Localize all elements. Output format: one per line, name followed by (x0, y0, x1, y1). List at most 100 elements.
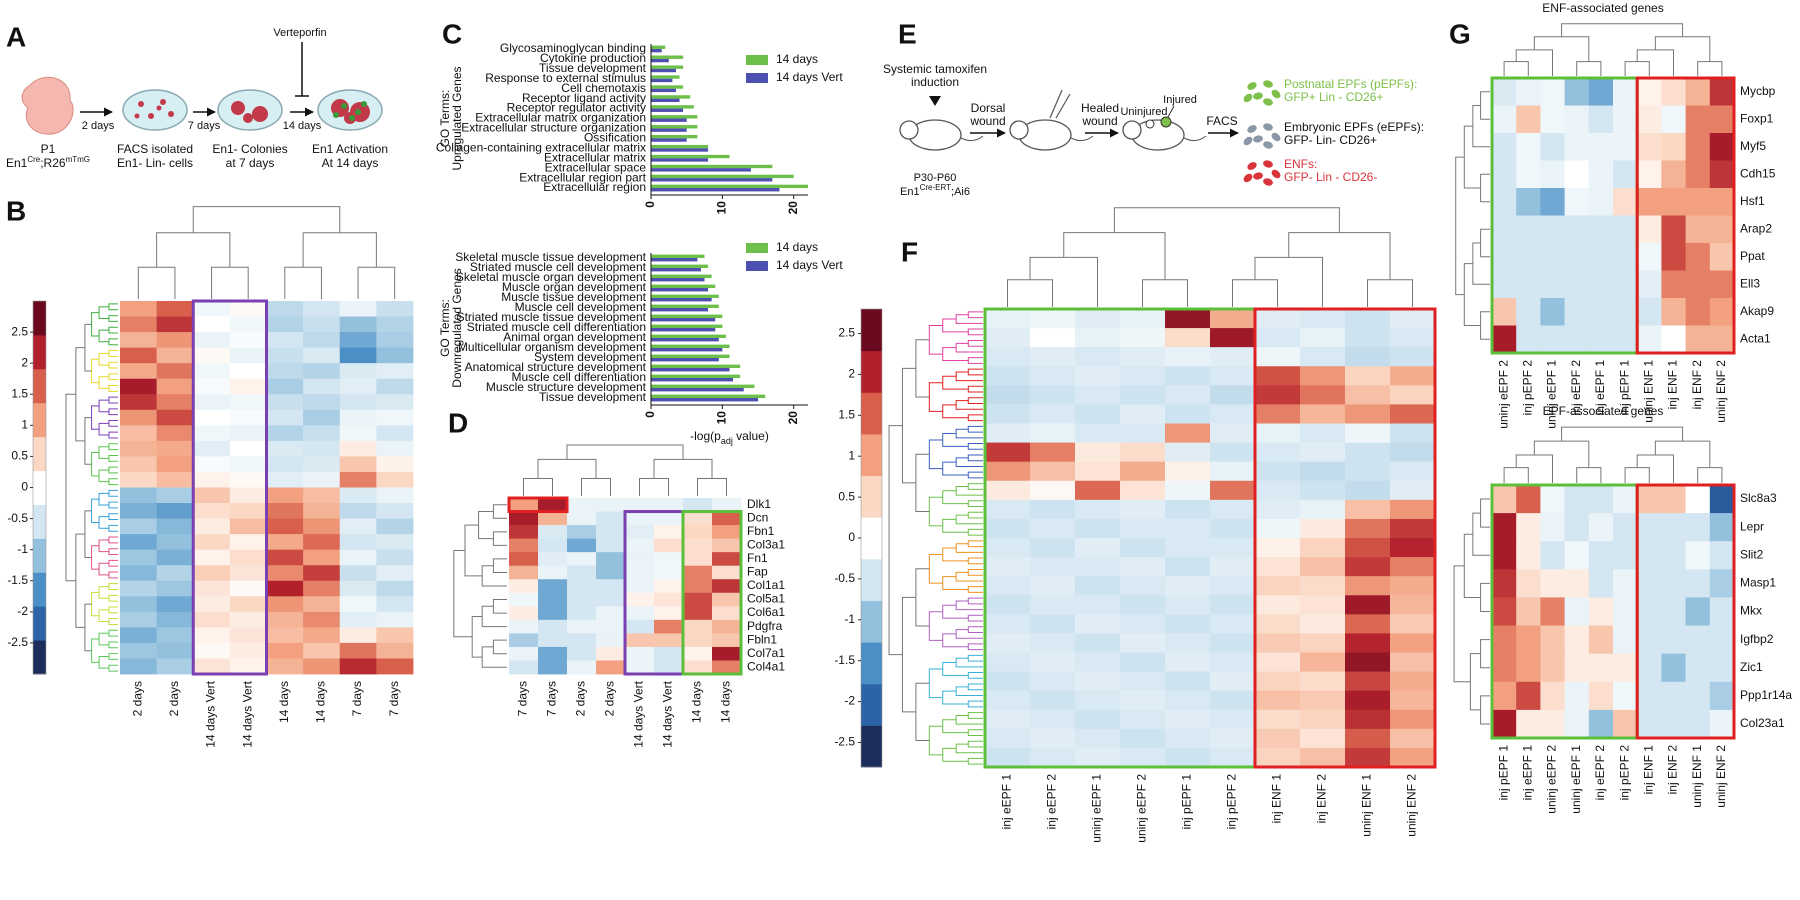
dendrogram-branch (967, 425, 983, 433)
heatmap-cell (1165, 595, 1211, 615)
heatmap-cell (376, 658, 414, 675)
heatmap-cell (1516, 625, 1541, 655)
heatmap-cell (985, 652, 1031, 672)
site-label: Uninjured (1120, 106, 1167, 118)
dendrogram-branch (915, 453, 930, 513)
heatmap-cell (1210, 747, 1256, 768)
heatmap-cell (1390, 633, 1436, 653)
dendrogram-branch (481, 646, 507, 668)
heatmap-cell (683, 619, 713, 634)
heatmap-cell (339, 332, 377, 349)
dendrogram-branch (967, 586, 983, 593)
heatmap-cell (1300, 480, 1346, 501)
heatmap-cell (266, 440, 304, 457)
heatmap-cell (683, 633, 713, 648)
heatmap-cell (339, 596, 377, 613)
dendrogram-branch (942, 375, 969, 390)
heatmap-cell (1255, 690, 1301, 711)
heatmap-cell (120, 471, 158, 488)
y-axis-label: GO Terms: (438, 299, 452, 357)
heatmap-cell (1345, 499, 1391, 520)
heatmap-cell (1165, 690, 1211, 711)
heatmap-cell (1685, 325, 1711, 354)
heatmap-cell (229, 456, 267, 473)
column-label: inj eEPF 1 (1000, 774, 1014, 830)
heatmap-cell (376, 580, 414, 597)
heatmap-cell (1165, 347, 1211, 367)
dendrogram-branch (1007, 279, 1053, 307)
heatmap-cell (229, 642, 267, 659)
heatmap-cell (1613, 215, 1638, 244)
dendrogram-branch (108, 350, 118, 357)
heatmap-cell (538, 525, 568, 540)
step-label: wound (1081, 114, 1117, 128)
heatmap-cell (1661, 160, 1686, 189)
dendrogram-branch (453, 549, 473, 638)
heatmap-cell (376, 642, 414, 659)
heatmap-cell (120, 363, 158, 380)
heatmap-cell (376, 503, 414, 519)
x-axis-label-part: -log(p (690, 429, 721, 443)
dendrogram-branch (98, 516, 109, 529)
y-axis-label: Upregulated Genes (450, 66, 464, 170)
colorbar-swatch (33, 470, 46, 505)
heatmap-cell (266, 627, 304, 644)
heatmap-cell (120, 425, 158, 442)
dendrogram-branch (1063, 232, 1166, 280)
heatmap-cell (1492, 160, 1517, 189)
dendrogram-branch (1288, 232, 1391, 280)
heatmap-cell (1165, 747, 1211, 768)
heatmap-cell (1661, 653, 1686, 683)
bar (651, 328, 716, 332)
heatmap-cell (120, 534, 158, 551)
heatmap-cell (1492, 105, 1517, 134)
column-label: 14 days Vert (661, 680, 675, 747)
dendrogram-branch (942, 518, 969, 533)
heatmap-cell (1540, 298, 1565, 326)
heatmap-cell (985, 671, 1031, 692)
dendrogram-branch (98, 586, 109, 599)
heatmap-cell (985, 557, 1031, 577)
heatmap-cell (303, 580, 341, 597)
heatmap-cell (120, 316, 158, 333)
heatmap-cell (1588, 513, 1614, 542)
dendrogram-branch (156, 232, 231, 268)
heatmap-cell (509, 552, 539, 567)
dendrogram-branch (1480, 311, 1490, 340)
heatmap-cell (683, 498, 713, 512)
heatmap-cell (654, 660, 684, 675)
x-tick-label: 10 (715, 201, 729, 215)
heatmap-cell (1685, 625, 1711, 655)
heatmap-cell (1255, 557, 1301, 577)
heatmap-cell (229, 596, 267, 613)
legend-label: 14 days (776, 52, 818, 66)
dendrogram-branch (108, 466, 118, 474)
heatmap-cell (1255, 385, 1301, 405)
heatmap-cell (1120, 385, 1166, 405)
dendrogram-branch (98, 632, 109, 646)
heatmap-cell (1564, 513, 1590, 542)
dendrogram-branch (91, 452, 100, 477)
column-label: uninj ENF 2 (1405, 774, 1419, 837)
dendrogram-branch (1480, 173, 1490, 203)
heatmap-cell (985, 347, 1031, 367)
genotype-part: ;R26 (40, 156, 66, 170)
heatmap-cell (1030, 709, 1076, 730)
column-label: uninj eEPF 2 (1135, 774, 1149, 843)
column-label: uninj ENF 1 (1690, 745, 1704, 808)
heatmap-cell (1516, 78, 1541, 106)
column-label: uninj ENF 2 (1714, 360, 1728, 423)
heatmap-cell (120, 565, 158, 582)
heatmap-cell (1210, 576, 1256, 596)
bar (651, 134, 698, 139)
heatmap-cell (1075, 328, 1121, 348)
heatmap-cell (1075, 709, 1121, 730)
heatmap-cell (1300, 747, 1346, 768)
heatmap-cell (376, 596, 414, 613)
heatmap-cell (156, 425, 194, 442)
heatmap-cell (1685, 653, 1711, 683)
dendrogram-branch (137, 266, 176, 299)
dendrogram-branch (108, 338, 118, 346)
heatmap-cell (509, 646, 539, 661)
heatmap-cell (339, 471, 377, 488)
